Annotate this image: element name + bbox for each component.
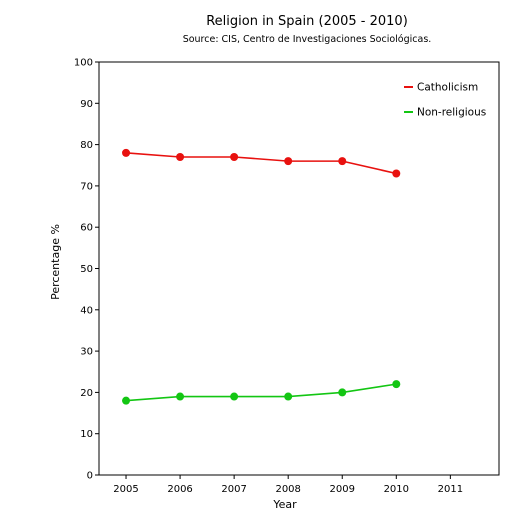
x-tick-label: 2010	[384, 484, 409, 495]
x-tick-label: 2007	[221, 484, 246, 495]
legend-item: Non-religious	[404, 107, 486, 119]
series-line	[125, 383, 397, 402]
x-axis-label: Year	[272, 498, 297, 511]
y-tick-label: 30	[80, 347, 93, 358]
x-tick-label: 2006	[167, 484, 192, 495]
legend-item: Catholicism	[404, 82, 478, 94]
series-catholicism	[122, 148, 401, 178]
data-point	[392, 380, 401, 389]
data-point	[284, 157, 293, 166]
x-tick-label: 2005	[113, 484, 138, 495]
y-tick-label: 40	[80, 305, 93, 316]
data-point	[230, 392, 239, 401]
chart-title: Religion in Spain (2005 - 2010)	[206, 14, 408, 29]
legend: Catholicism Non-religious	[404, 82, 486, 119]
data-point	[392, 169, 401, 178]
y-tick-label: 50	[80, 264, 93, 275]
x-tick-label: 2009	[330, 484, 355, 495]
y-tick-label: 60	[80, 223, 93, 234]
y-tick-label: 90	[80, 99, 93, 110]
y-tick-label: 80	[80, 140, 93, 151]
series-line	[125, 152, 397, 175]
y-tick-label: 0	[87, 471, 93, 482]
data-point	[122, 396, 131, 405]
data-point	[176, 392, 185, 401]
x-tick-label: 2011	[438, 484, 463, 495]
plot-area-frame	[98, 61, 500, 476]
y-tick-label: 20	[80, 388, 93, 399]
chart-subtitle: Source: CIS, Centro de Investigaciones S…	[183, 34, 432, 45]
series-layer	[122, 148, 401, 405]
series-non-religious	[122, 380, 401, 405]
y-axis: 0 10 20 30 40 50 60 70 80 90 100	[74, 58, 99, 482]
data-point	[230, 152, 239, 161]
data-point	[338, 388, 347, 397]
data-point	[122, 148, 131, 157]
x-tick-label: 2008	[275, 484, 300, 495]
y-tick-label: 70	[80, 181, 93, 192]
data-point	[284, 392, 293, 401]
data-point	[176, 152, 185, 161]
legend-label: Non-religious	[417, 107, 486, 119]
y-axis-label: Percentage %	[49, 224, 62, 300]
y-tick-label: 10	[80, 429, 93, 440]
data-point	[338, 157, 347, 166]
x-axis: 2005 2006 2007 2008 2009 2010 2011	[113, 475, 463, 495]
legend-label: Catholicism	[417, 82, 478, 94]
y-tick-label: 100	[74, 58, 93, 69]
